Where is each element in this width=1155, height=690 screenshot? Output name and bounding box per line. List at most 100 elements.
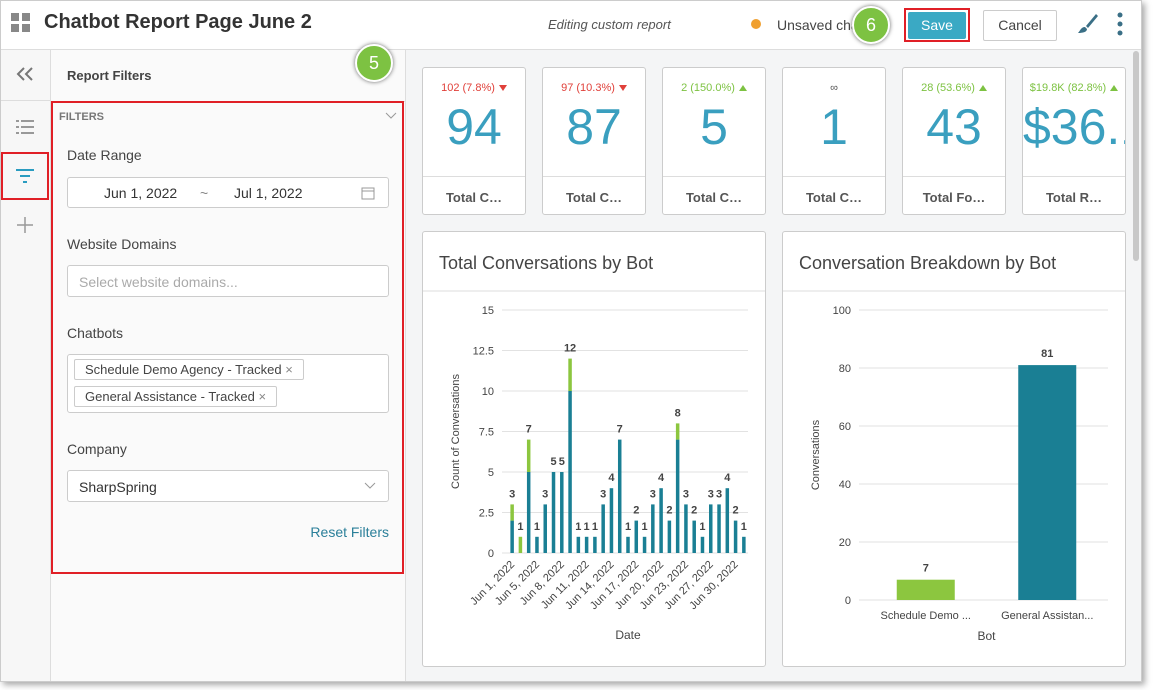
change-text: $19.8K (82.8%) [1029,82,1107,94]
kpi-separator [903,176,1005,177]
bar-segment [626,536,630,553]
reset-link[interactable]: Reset Filters [310,524,389,540]
total-label: 4 [658,472,665,484]
company-select[interactable]: SharpSpring [67,470,389,502]
bar-segment [560,472,564,553]
list-icon[interactable] [16,119,36,135]
brush-icon[interactable] [1076,12,1100,36]
field-label: Company [67,441,127,457]
field-label: Chatbots [67,325,124,341]
chart-title: Total Conversations by Bot [439,253,653,273]
chart: Total Conversations by Bot 0 2.5 5 7.5 10 12.5… [423,253,765,642]
kpi-card: 28 (53.6%) 43 Total Fo… [902,67,1006,215]
chatbot-tag[interactable]: Schedule Demo Agency - Tracked × [74,359,304,380]
chatbots-input[interactable]: Schedule Demo Agency - Tracked × General… [67,354,389,413]
bar-segment [675,439,680,553]
bar-segment [584,536,589,553]
total-label: 1 [641,521,647,533]
total-label: 1 [741,521,747,533]
kpi-label: Total R… [1045,190,1103,205]
more-menu[interactable] [1115,12,1125,36]
apps-icon[interactable] [11,13,31,33]
total-label: 12 [564,343,576,355]
side-rail [1,50,51,681]
bar-segment [733,520,738,553]
kpi-value: 1 [820,99,848,155]
y-axis-label: Conversations [810,419,822,490]
change-text: 28 (53.6%) [921,82,975,94]
field-label: Date Range [67,147,142,163]
total-label: 1 [625,521,631,533]
change-text: 102 (7.8%) [441,82,495,94]
bar-segment [526,472,531,553]
change-text: 2 (150.0%) [681,82,735,94]
total-label: 2 [733,505,739,517]
total-label: 3 [542,488,548,500]
total-label: 2 [633,505,639,517]
collapse-icon[interactable] [15,66,35,82]
chevron[interactable] [385,112,397,120]
kpi-change: 97 (10.3%) [543,82,645,94]
scrollbar[interactable] [1133,51,1139,261]
total-label: 3 [509,488,515,500]
date-separator: ~ [200,185,209,201]
bar-segment [659,488,663,553]
trend-arrow [498,85,507,91]
total-label: 5 [550,456,556,468]
save-button[interactable]: Save [908,12,966,39]
y-tick-label: 0 [488,548,494,560]
date-input[interactable]: Jun 1, 2022 ~ Jul 1, 2022 [67,177,389,208]
kpi-card: $19.8K (82.8%) $36.1K Total R… [1022,67,1126,215]
bar-segment [601,504,605,553]
kpi-label: Total C… [445,190,503,205]
filter-panel: Report Filters FILTERS Date Range Jun 1,… [51,50,406,681]
page-title: Chatbot Report Page June 2 [44,11,312,33]
bar-segment [510,504,514,521]
total-label: 7 [617,424,623,436]
trend-arrow [618,85,627,91]
chart-card: Total Conversations by Bot 0 2.5 5 7.5 10 12.5… [422,231,766,667]
trend-arrow [738,85,747,91]
step-badge: 5 [355,44,393,82]
kpi-value: 43 [926,99,982,155]
kpi-change: 2 (150.0%) [663,82,765,94]
kpi-label: Total Fo… [922,190,986,205]
trend-arrow [1110,85,1119,91]
total-label: 3 [683,488,689,500]
kpi-separator [543,176,645,177]
section-title: FILTERS [59,111,105,123]
y-tick-label: 2.5 [479,508,494,520]
total-label: 1 [575,521,581,533]
change-text: 97 (10.3%) [561,82,615,94]
bar-segment [518,536,523,553]
chevron [364,482,376,489]
kpi-separator [663,176,765,177]
bar-segment [642,536,647,553]
y-tick-label: 80 [839,363,851,375]
kpi-value: $36.1K [1023,99,1125,155]
bar-segment [709,504,713,553]
y-tick-label: 10 [482,386,494,398]
kpi-value: 87 [566,99,622,155]
total-label: 2 [691,505,697,517]
bar-segment [700,536,705,553]
date-start: Jun 1, 2022 [104,185,178,201]
kpi-label: Total C… [565,190,623,205]
cancel-button[interactable]: Cancel [983,10,1057,41]
y-tick-label: 100 [833,305,851,317]
kpi-change: 28 (53.6%) [903,82,1005,94]
total-label: 1 [592,521,598,533]
chatbot-tag[interactable]: General Assistance - Tracked × [74,386,278,407]
filter-icon[interactable] [15,168,35,184]
total-label: 3 [716,488,722,500]
bar-segment [609,488,614,553]
kpi-card: ∞ 1 Total C… [782,67,886,215]
step-badge: 6 [852,6,890,44]
kpi-label: Total C… [805,190,863,205]
add-icon[interactable] [16,216,34,234]
y-tick-label: 15 [482,305,494,317]
domains-input[interactable]: Select website domains... [67,265,389,297]
total-label: 4 [724,472,731,484]
total-label: 7 [526,424,532,436]
